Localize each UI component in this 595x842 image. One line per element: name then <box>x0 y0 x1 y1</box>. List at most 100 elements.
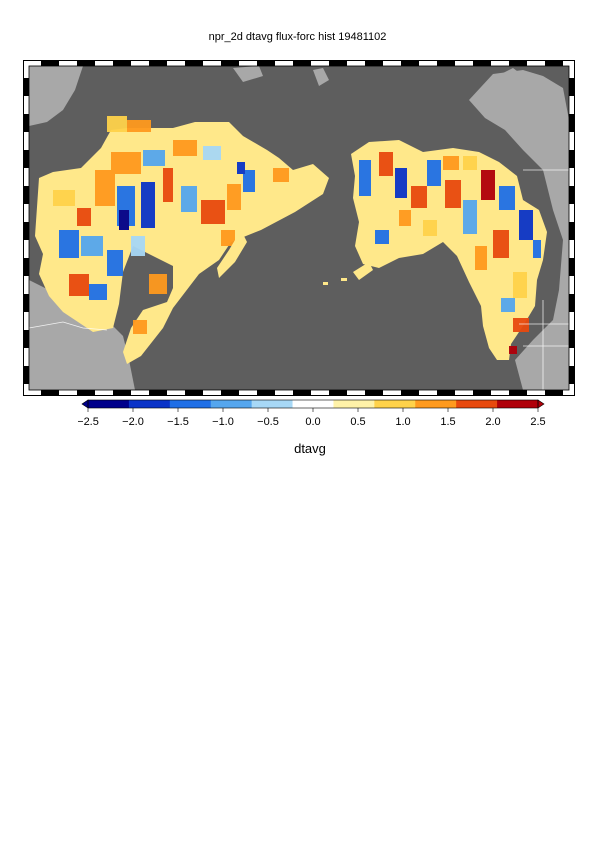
frame-segment <box>59 60 77 66</box>
frame-segment <box>569 60 575 78</box>
frame-segment <box>23 186 29 204</box>
colorbar-tick-label: 2.5 <box>530 416 545 428</box>
frame-segment <box>569 240 575 258</box>
frame-segment <box>23 114 29 132</box>
frame-segment <box>569 366 575 384</box>
frame-segment <box>365 60 383 66</box>
colorbar-segment <box>251 400 294 408</box>
frame-segment <box>23 390 41 396</box>
frame-segment <box>569 150 575 168</box>
frame-segment <box>437 390 455 396</box>
frame-segment <box>23 168 29 186</box>
frame-segment <box>569 204 575 222</box>
frame-segment <box>473 60 491 66</box>
frame-segment <box>23 78 29 96</box>
frame-segment <box>239 390 257 396</box>
colorbar-fill <box>81 399 545 409</box>
frame-segment <box>77 60 95 66</box>
frame-segment <box>59 390 77 396</box>
frame-segment <box>569 222 575 240</box>
frame-segment <box>365 390 383 396</box>
frame-segment <box>23 240 29 258</box>
frame-segment <box>23 150 29 168</box>
frame-segment <box>23 258 29 276</box>
frame-segment <box>41 390 59 396</box>
frame-segment <box>527 60 545 66</box>
frame-segment <box>545 60 563 66</box>
data-field-islands <box>217 230 373 285</box>
map-figure <box>23 60 575 396</box>
frame-segment <box>23 384 29 396</box>
frame-segment <box>437 60 455 66</box>
frame-segment <box>23 276 29 294</box>
frame-segment <box>41 60 59 66</box>
frame-segment <box>203 60 221 66</box>
colorbar-segment <box>169 400 212 408</box>
frame-segment <box>113 60 131 66</box>
frame-segment <box>569 114 575 132</box>
frame-segment <box>257 390 275 396</box>
frame-segment <box>509 390 527 396</box>
frame-segment <box>569 384 575 396</box>
frame-segment <box>455 390 473 396</box>
frame-segment <box>23 60 29 78</box>
colorbar-max-arrow <box>537 399 545 409</box>
frame-segment <box>23 204 29 222</box>
colorbar-tick-label: −1.5 <box>167 416 189 428</box>
frame-segment <box>167 390 185 396</box>
frame-segment <box>569 276 575 294</box>
frame-segment <box>527 390 545 396</box>
frame-segment <box>23 294 29 312</box>
frame-segment <box>23 312 29 330</box>
frame-segment <box>149 390 167 396</box>
colorbar-segment <box>88 400 130 408</box>
boundaries <box>28 169 569 390</box>
frame-segment <box>569 312 575 330</box>
frame-segment <box>491 390 509 396</box>
frame-segment <box>569 348 575 366</box>
colorbar-segment <box>497 400 539 408</box>
colorbar-ticks: −2.5 −2.0 −1.5 −1.0 −0.5 0.0 0.5 1.0 1.5 2.0 2.5 <box>78 408 546 428</box>
frame-segment <box>23 222 29 240</box>
frame-segment <box>131 60 149 66</box>
colorbar-segment <box>210 400 253 408</box>
frame-segment <box>275 60 293 66</box>
frame-segment <box>347 390 365 396</box>
frame-segment <box>23 96 29 114</box>
frame-segment <box>23 132 29 150</box>
frame-segment <box>239 60 257 66</box>
frame-segment <box>473 390 491 396</box>
colorbar-tick-label: −0.5 <box>257 416 279 428</box>
frame-segment <box>383 60 401 66</box>
frame-segment <box>569 78 575 96</box>
frame-segment <box>569 168 575 186</box>
land-no-data <box>29 66 569 390</box>
frame-segment <box>77 390 95 396</box>
frame-segment <box>149 60 167 66</box>
frame-border <box>23 60 575 396</box>
colorbar-tick-label: −2.5 <box>78 416 99 428</box>
frame-segment <box>569 258 575 276</box>
frame-segment <box>293 390 311 396</box>
frame-segment <box>455 60 473 66</box>
frame-segment <box>569 96 575 114</box>
frame-segment <box>509 60 527 66</box>
frame-segment <box>347 60 365 66</box>
map-title: npr_2d dtavg flux-forc hist 19481102 <box>208 31 387 43</box>
colorbar-tick-label: −2.0 <box>122 416 144 428</box>
frame-inner-border <box>28 65 570 391</box>
frame-segment <box>401 390 419 396</box>
frame-segment <box>401 60 419 66</box>
colorbar-label: dtavg <box>294 441 326 456</box>
frame-segment <box>203 390 221 396</box>
frame-segment <box>491 60 509 66</box>
frame-segment <box>23 60 41 66</box>
frame-segment <box>221 390 239 396</box>
frame-segment <box>311 390 329 396</box>
frame-segment <box>257 60 275 66</box>
colorbar-segment <box>374 400 416 408</box>
frame-segment <box>569 330 575 348</box>
frame-segment <box>275 390 293 396</box>
frame-segment <box>185 390 203 396</box>
frame-segment <box>383 390 401 396</box>
